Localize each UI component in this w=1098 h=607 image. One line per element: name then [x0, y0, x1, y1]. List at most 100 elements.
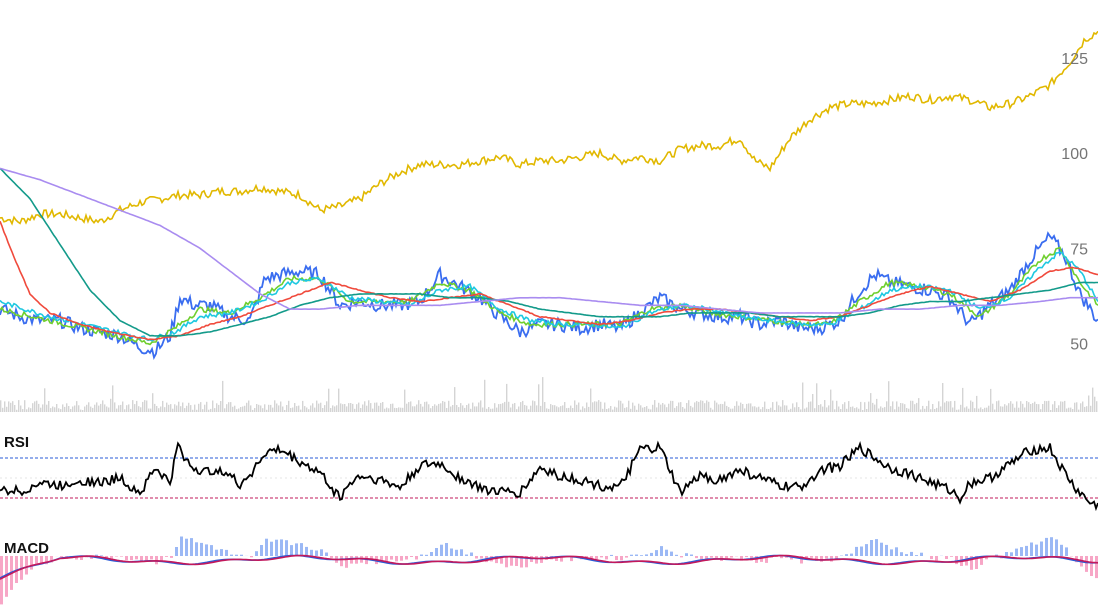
volume-bar	[64, 406, 66, 412]
volume-bar	[202, 409, 204, 412]
volume-bar	[1080, 403, 1082, 412]
volume-bar	[122, 401, 124, 412]
volume-bar	[326, 401, 328, 412]
volume-bar	[636, 409, 638, 412]
volume-bar	[584, 408, 586, 412]
volume-bar	[524, 405, 526, 412]
volume-bar	[440, 403, 442, 412]
volume-bar	[918, 398, 920, 412]
macd-histogram-bar	[215, 549, 218, 556]
volume-bar	[792, 403, 794, 412]
volume-bar	[146, 400, 148, 412]
volume-bar	[508, 401, 510, 412]
volume-bar	[598, 400, 600, 412]
volume-bar	[612, 409, 614, 412]
volume-bar	[564, 402, 566, 412]
volume-bar	[176, 405, 178, 412]
volume-bar	[418, 400, 420, 412]
ma_long-line	[0, 167, 1098, 314]
volume-bar	[190, 405, 192, 412]
macd-histogram-bar	[985, 556, 988, 560]
volume-bar	[700, 400, 702, 412]
volume-bar	[1064, 400, 1066, 412]
volume-bar	[506, 383, 508, 412]
volume-bar	[970, 400, 972, 412]
volume-bar	[880, 406, 882, 412]
volume-bar	[354, 408, 356, 412]
volume-bar	[242, 406, 244, 412]
volume-bar	[222, 380, 224, 412]
volume-bar	[602, 408, 604, 412]
volume-bar	[502, 403, 504, 412]
volume-bar	[40, 407, 42, 412]
volume-bar	[844, 402, 846, 412]
volume-bar	[826, 407, 828, 412]
volume-bar	[454, 387, 456, 412]
volume-bar	[866, 409, 868, 412]
macd-histogram-bar	[40, 556, 43, 564]
volume-bar	[872, 402, 874, 412]
volume-bar	[1052, 404, 1054, 412]
macd-histogram-bar	[905, 554, 908, 556]
volume-bar	[330, 408, 332, 412]
volume-bar	[1010, 401, 1012, 412]
volume-bar	[164, 407, 166, 412]
volume-bar	[926, 406, 928, 412]
volume-bar	[1042, 404, 1044, 412]
macd-histogram-bar	[370, 556, 373, 560]
volume-bar	[86, 404, 88, 412]
volume-bar	[692, 407, 694, 412]
macd-histogram-bar	[470, 552, 473, 556]
macd-histogram-bar	[710, 556, 713, 558]
volume-bar	[46, 404, 48, 412]
macd-histogram-bar	[780, 556, 783, 559]
volume-bar	[960, 404, 962, 412]
volume-bar	[604, 402, 606, 412]
volume-bar	[672, 400, 674, 412]
volume-bar	[324, 405, 326, 412]
macd-histogram-bar	[25, 556, 28, 575]
macd-histogram-bar	[540, 556, 543, 563]
volume-bar	[464, 407, 466, 412]
volume-bar	[152, 393, 154, 412]
volume-bar	[698, 401, 700, 412]
macd-histogram-bar	[30, 556, 33, 570]
volume-bar	[432, 406, 434, 412]
volume-bar	[770, 407, 772, 412]
volume-bar	[16, 409, 18, 412]
volume-bar	[238, 408, 240, 412]
volume-bar	[1058, 405, 1060, 412]
volume-bar	[786, 405, 788, 412]
volume-bar	[856, 407, 858, 412]
volume-bar	[22, 409, 24, 412]
volume-bar	[482, 407, 484, 412]
volume-bar	[360, 408, 362, 412]
volume-bar	[254, 408, 256, 412]
volume-bar	[644, 407, 646, 412]
volume-bar	[390, 403, 392, 412]
volume-bar	[286, 405, 288, 412]
volume-bar	[978, 408, 980, 412]
volume-bar	[282, 406, 284, 412]
volume-bar	[136, 400, 138, 412]
volume-bar	[244, 405, 246, 412]
volume-bar	[888, 381, 890, 412]
macd-histogram-bar	[1025, 545, 1028, 556]
volume-bar	[328, 388, 330, 412]
macd-histogram-bar	[670, 551, 673, 556]
macd-histogram-bar	[1060, 544, 1063, 556]
macd-histogram-bar	[820, 556, 823, 562]
volume-bar	[296, 406, 298, 412]
macd-histogram-bar	[175, 547, 178, 556]
macd-histogram-bar	[285, 540, 288, 556]
macd-histogram-bar	[845, 554, 848, 556]
macd-histogram-bar	[535, 556, 538, 564]
volume-bar	[484, 379, 486, 412]
volume-bar	[300, 409, 302, 412]
volume-bar	[1090, 405, 1092, 412]
volume-bar	[816, 383, 818, 412]
volume-bar	[648, 408, 650, 412]
volume-bar	[206, 401, 208, 412]
macd-histogram-bar	[130, 556, 133, 561]
